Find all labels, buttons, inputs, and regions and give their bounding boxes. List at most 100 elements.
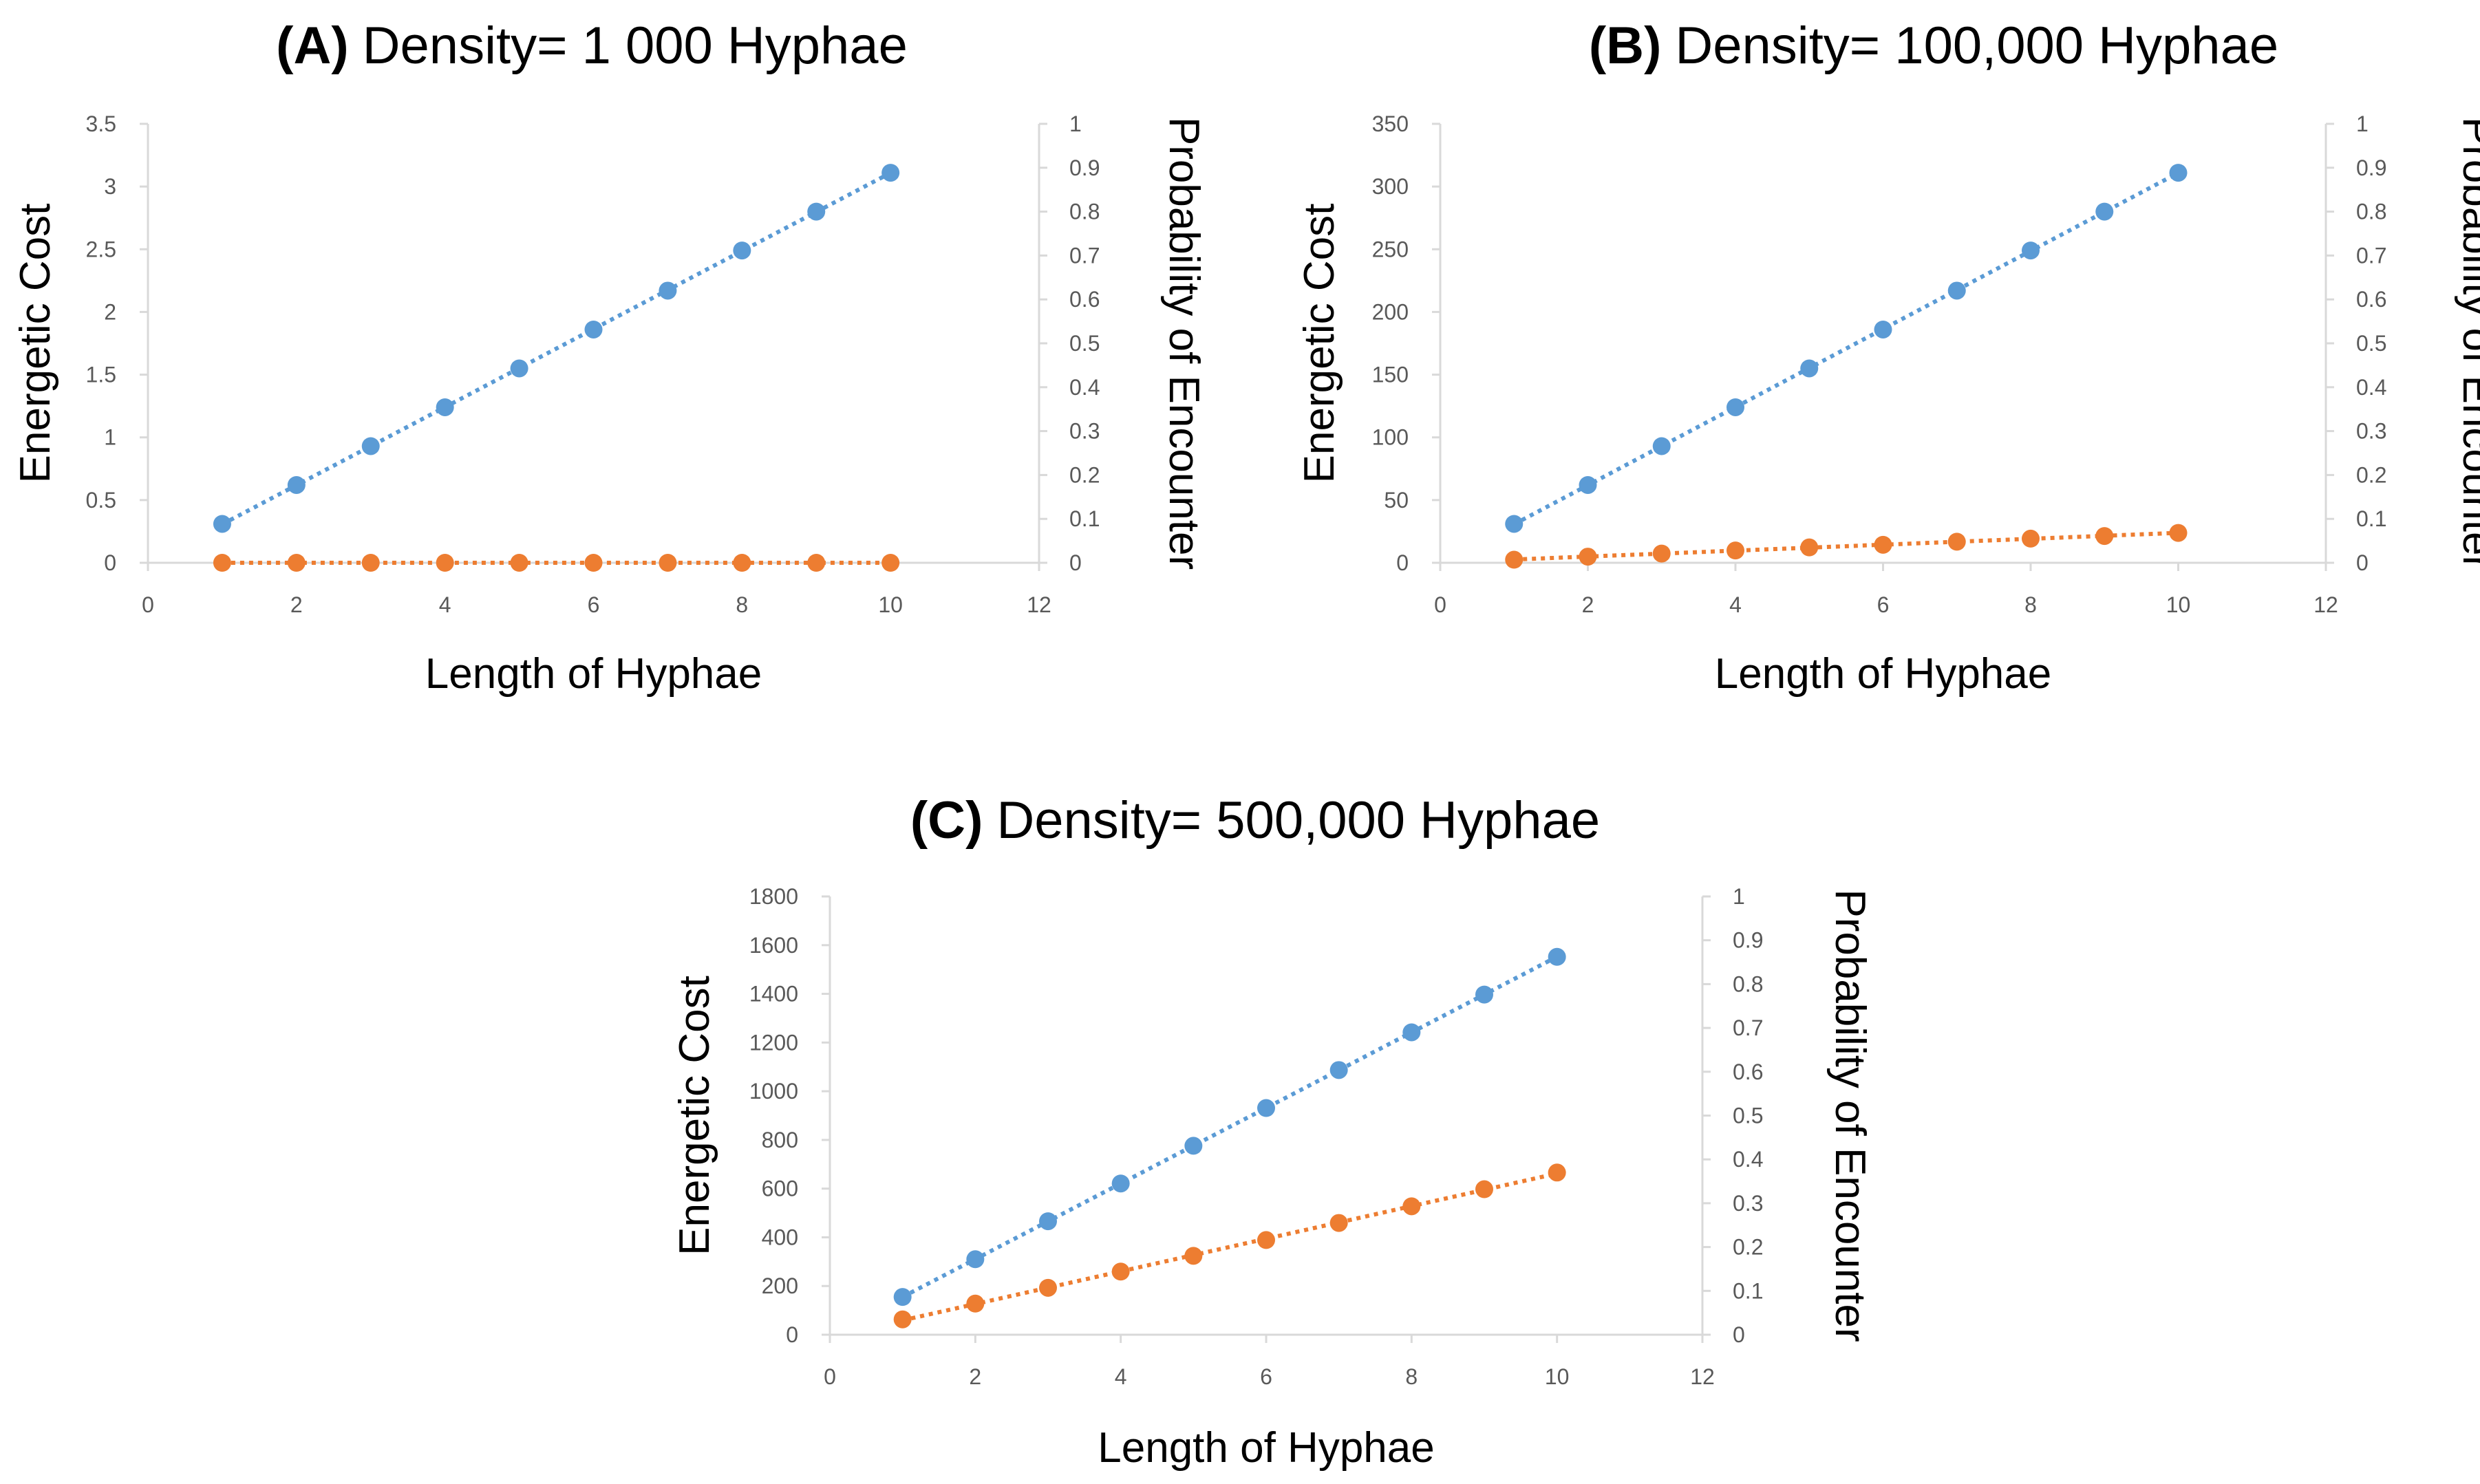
y2-tick-label: 0: [1069, 550, 1082, 575]
data-point: [436, 554, 454, 572]
y-tick-label: 3.5: [86, 111, 116, 136]
data-point: [881, 164, 900, 182]
x-tick-label: 12: [2313, 592, 2338, 617]
y-tick-label: 1200: [749, 1030, 798, 1055]
y2-tick-label: 0.4: [2356, 375, 2386, 400]
y2-tick-label: 0.3: [1733, 1191, 1763, 1216]
data-point: [659, 281, 677, 300]
series-probability: [893, 1163, 1566, 1329]
x-tick-label: 2: [969, 1364, 981, 1389]
y2-tick-label: 0.4: [1733, 1147, 1763, 1172]
data-point: [1039, 1278, 1057, 1297]
y2-tick-label: 0.1: [1733, 1278, 1763, 1303]
data-point: [1184, 1137, 1203, 1155]
y2-tick-label: 0.2: [1069, 462, 1100, 487]
y2-tick-label: 0.3: [1069, 419, 1100, 444]
y2-tick-label: 0.7: [1069, 243, 1100, 268]
x-tick-label: 2: [290, 592, 303, 617]
x-tick-label: 6: [1877, 592, 1890, 617]
data-point: [2022, 529, 2040, 548]
data-point: [510, 554, 528, 572]
data-point: [213, 515, 231, 533]
data-point: [287, 475, 306, 494]
x-tick-label: 10: [878, 592, 903, 617]
data-point: [1727, 541, 1744, 560]
data-point: [1652, 544, 1671, 563]
y-tick-label: 200: [1372, 299, 1409, 324]
x-tick-label: 10: [2166, 592, 2191, 617]
data-point: [1111, 1174, 1130, 1193]
data-point: [893, 1310, 912, 1329]
data-point: [966, 1294, 985, 1313]
x-tick-label: 8: [736, 592, 748, 617]
trendline: [1512, 171, 2179, 526]
y-tick-label: 2.5: [86, 237, 116, 261]
data-point: [361, 437, 380, 455]
data-point: [1111, 1262, 1130, 1281]
x-tick-label: 6: [588, 592, 600, 617]
x-tick-label: 0: [142, 592, 154, 617]
y-tick-label: 1400: [749, 982, 798, 1007]
panel-letter: (A): [276, 17, 349, 75]
data-point: [1874, 320, 1892, 338]
panel-title-a: (A) Density= 1 000 Hyphae: [276, 17, 908, 75]
x-tick-label: 12: [1027, 592, 1051, 617]
y2-tick-label: 0.8: [2356, 200, 2386, 224]
data-point: [881, 554, 900, 572]
y2-tick-label: 0.7: [1733, 1015, 1763, 1040]
data-point: [659, 554, 677, 572]
data-point: [1257, 1099, 1275, 1117]
series-energetic-cost: [1505, 164, 2188, 533]
y2-tick-label: 0.7: [2356, 243, 2386, 268]
y-tick-label: 1: [104, 425, 116, 450]
data-point: [1039, 1212, 1057, 1231]
data-point: [1800, 359, 1819, 378]
y-tick-label: 0: [104, 550, 116, 575]
y2-tick-label: 0.3: [2356, 419, 2386, 444]
y-tick-label: 2: [104, 299, 116, 324]
data-point: [1947, 533, 1966, 551]
x-tick-label: 2: [1582, 592, 1594, 617]
data-point: [1475, 985, 1493, 1004]
y2-tick-label: 0.9: [2356, 155, 2386, 180]
y2-tick-label: 0: [1733, 1322, 1745, 1347]
panel-letter: (B): [1589, 17, 1662, 75]
chart-panel-b: (B) Density= 100,000 Hyphae05010015020025…: [1296, 17, 2480, 698]
series-probability: [1505, 524, 2188, 569]
data-point: [1257, 1231, 1275, 1249]
data-point: [1184, 1247, 1203, 1265]
x-tick-label: 6: [1260, 1364, 1272, 1389]
x-axis-title: Length of Hyphae: [425, 650, 762, 698]
data-point: [1329, 1061, 1348, 1079]
data-point: [1579, 548, 1597, 566]
data-point: [1800, 538, 1819, 557]
y2-tick-label: 1: [2356, 111, 2369, 136]
y-tick-label: 0: [1396, 550, 1409, 575]
data-point: [213, 554, 231, 572]
y-tick-label: 3: [104, 174, 116, 199]
y-tick-label: 250: [1372, 237, 1409, 261]
data-point: [1505, 515, 1524, 533]
data-point: [1652, 437, 1671, 455]
panel-title-b: (B) Density= 100,000 Hyphae: [1589, 17, 2278, 75]
data-point: [807, 202, 826, 221]
x-tick-label: 4: [1115, 1364, 1127, 1389]
data-point: [287, 554, 306, 572]
data-point: [510, 359, 528, 378]
y-axis-title: Energetic Cost: [671, 976, 718, 1256]
series-energetic-cost: [213, 164, 900, 533]
panel-title-text: Density= 100,000 Hyphae: [1675, 17, 2278, 75]
y2-tick-label: 0.6: [2356, 287, 2386, 312]
x-tick-label: 0: [824, 1364, 836, 1389]
y-axis-title: Energetic Cost: [12, 204, 59, 484]
y2-tick-label: 0.5: [2356, 331, 2386, 356]
data-point: [361, 554, 380, 572]
y-tick-label: 300: [1372, 174, 1409, 199]
y2-tick-label: 0.1: [1069, 506, 1100, 531]
data-point: [1947, 281, 1966, 300]
y2-tick-label: 0.2: [1733, 1235, 1763, 1260]
data-point: [2169, 524, 2188, 542]
chart-panel-a: (A) Density= 1 000 Hyphae 0 0.5 1 1.5 2 2.5 3 3.5…: [12, 17, 1208, 698]
data-point: [2022, 241, 2040, 260]
